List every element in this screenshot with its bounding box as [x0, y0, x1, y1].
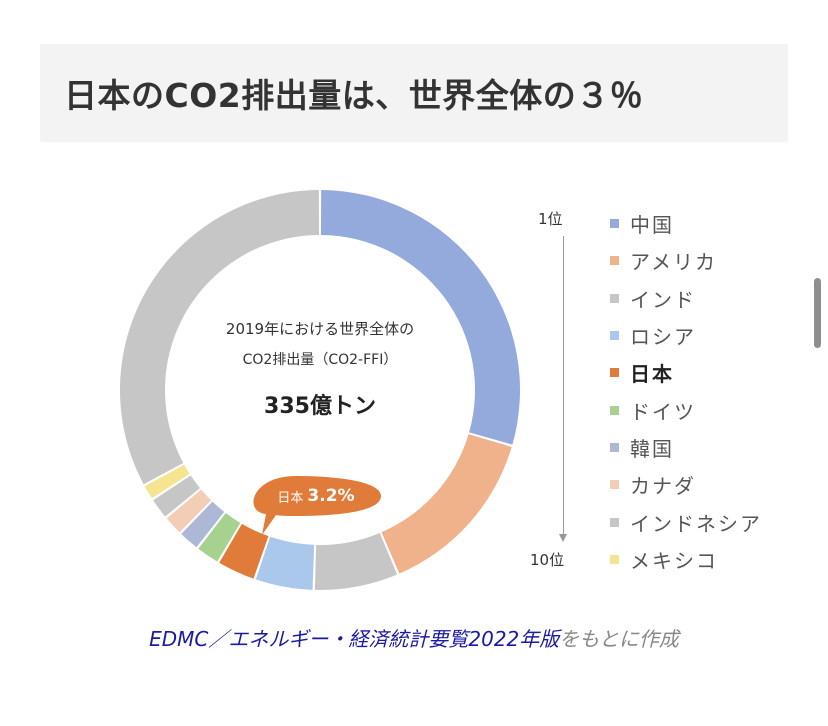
source-suffix: をもとに作成	[559, 627, 679, 651]
donut-slice-6	[181, 501, 225, 548]
donut-slice-3	[255, 536, 315, 590]
legend-label: ロシア	[630, 325, 696, 350]
rank-bottom-label: 10位	[530, 551, 565, 569]
donut-slice-1	[381, 434, 512, 574]
rank-axis-line	[563, 236, 564, 536]
chart-center-metric: CO2排出量（CO2-FFI）	[242, 352, 398, 368]
legend-swatch	[610, 368, 619, 378]
rank-down-arrow-icon	[559, 534, 567, 542]
legend-swatch	[610, 554, 619, 564]
donut-slice-7	[166, 489, 212, 533]
legend-item: ドイツ	[610, 391, 762, 428]
legend-swatch	[610, 293, 619, 303]
legend-swatch	[610, 219, 619, 229]
legend-label: インドネシア	[630, 511, 762, 536]
callout-value: 3.2%	[307, 486, 355, 506]
legend-item: 中国	[610, 205, 762, 242]
chart-center-total: 335億トン	[264, 394, 376, 419]
legend-label: 中国	[630, 213, 674, 238]
legend-label: カナダ	[630, 474, 696, 499]
legend-item: アメリカ	[610, 242, 762, 279]
callout-bubble	[253, 476, 381, 535]
legend-item: インド	[610, 280, 762, 317]
donut-slice-10	[119, 190, 320, 485]
donut-slice-5	[198, 513, 241, 562]
legend-swatch	[610, 517, 619, 527]
legend-swatch	[610, 331, 619, 341]
legend-label: 日本	[630, 362, 674, 387]
legend-label: 韓国	[630, 436, 674, 461]
donut-slice-9	[144, 464, 190, 499]
page-title: 日本のCO2排出量は、世界全体の３％	[64, 76, 644, 115]
legend-swatch	[610, 442, 619, 452]
scrollbar-thumb[interactable]	[814, 278, 821, 348]
source-link[interactable]: EDMC／エネルギー・経済統計要覧2022年版	[149, 627, 560, 651]
legend-item: ロシア	[610, 317, 762, 354]
callout-country: 日本	[277, 490, 304, 506]
legend-label: メキシコ	[630, 548, 718, 573]
legend-label: ドイツ	[630, 399, 696, 424]
legend-item: 日本	[610, 354, 762, 391]
title-banner: 日本のCO2排出量は、世界全体の３％	[40, 44, 788, 142]
source-note: EDMC／エネルギー・経済統計要覧2022年版をもとに作成	[30, 620, 798, 658]
chart-center-caption: 2019年における世界全体の	[225, 320, 415, 338]
donut-slice-4	[219, 523, 269, 579]
legend-swatch	[610, 405, 619, 415]
donut-slice-2	[314, 532, 398, 591]
chart-legend: 中国アメリカインドロシア日本ドイツ韓国カナダインドネシア メキシコ	[610, 205, 762, 578]
legend-swatch	[610, 256, 619, 266]
legend-label: インド	[630, 287, 696, 312]
legend-item: メキシコ	[610, 541, 762, 578]
donut-slices	[119, 190, 520, 591]
callout-label: 日本 3.2%	[251, 478, 381, 514]
legend-item: インドネシア	[610, 503, 762, 540]
legend-swatch	[610, 480, 619, 490]
donut-slice-8	[153, 475, 200, 517]
legend-item: カナダ	[610, 466, 762, 503]
donut-slice-0	[320, 190, 520, 445]
legend-label: アメリカ	[630, 250, 717, 275]
legend-item: 韓国	[610, 429, 762, 466]
rank-top-label: 1位	[538, 210, 563, 228]
